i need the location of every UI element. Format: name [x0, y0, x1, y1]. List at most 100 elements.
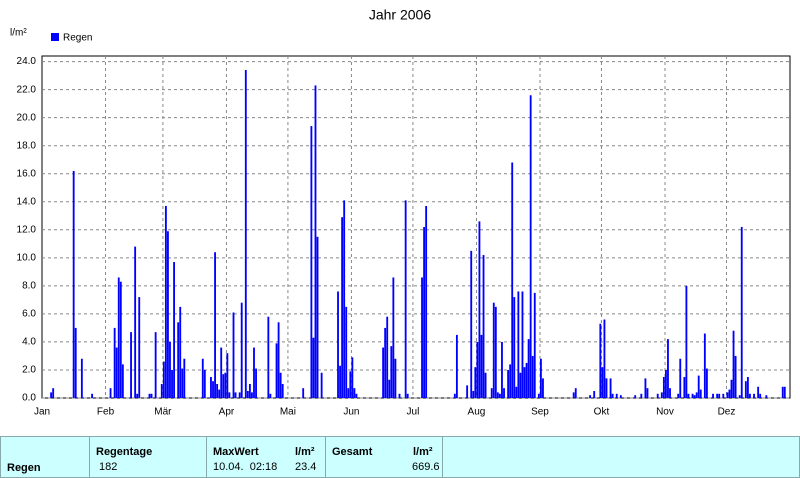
- y-tick-label: 16.0: [17, 168, 37, 179]
- bar: [398, 393, 401, 398]
- bar: [320, 372, 323, 398]
- bar: [611, 393, 614, 398]
- bar: [251, 392, 253, 398]
- bar: [718, 393, 721, 398]
- bar: [740, 227, 743, 398]
- bar: [527, 339, 530, 398]
- bar: [421, 277, 423, 398]
- row-label: Regen: [7, 462, 41, 474]
- bar: [470, 250, 473, 398]
- bar: [757, 386, 760, 398]
- y-tick-label: 18.0: [17, 140, 37, 151]
- bar: [183, 358, 186, 398]
- bar: [117, 277, 120, 398]
- bar: [224, 372, 227, 398]
- cell: 669.6: [412, 461, 440, 473]
- bar: [738, 395, 741, 398]
- plot-frame: [41, 55, 791, 399]
- bar: [154, 332, 157, 398]
- bar: [693, 395, 696, 398]
- bar: [218, 389, 221, 398]
- bar: [712, 393, 714, 398]
- bar: [783, 386, 786, 398]
- bar: [599, 323, 602, 398]
- bar: [574, 388, 577, 398]
- bar: [496, 392, 499, 398]
- chart: Jahr 2006 l/m² Regen 0.0 2.0 4.0 6.0 8.0 10.0…: [10, 7, 791, 418]
- bar: [404, 200, 407, 398]
- bar: [353, 388, 356, 398]
- bar: [384, 327, 387, 398]
- divider: [206, 437, 207, 477]
- x-tick-label: Sep: [531, 407, 549, 418]
- bar: [164, 205, 167, 398]
- bar: [339, 365, 341, 398]
- bar: [646, 388, 649, 398]
- divider: [442, 437, 443, 477]
- x-tick-label: Jun: [343, 407, 359, 418]
- bar: [601, 367, 604, 398]
- bar: [503, 388, 505, 398]
- bar: [753, 393, 755, 398]
- legend-swatch: [51, 33, 59, 41]
- cell: 182: [99, 461, 118, 473]
- bar: [705, 368, 708, 398]
- x-tick-label: Okt: [594, 407, 610, 418]
- bar: [244, 70, 247, 399]
- bar: [281, 383, 284, 398]
- bar: [603, 319, 606, 398]
- bar: [240, 302, 243, 398]
- y-axis-label: l/m²: [10, 28, 27, 39]
- bar: [474, 367, 477, 398]
- bar: [683, 376, 686, 398]
- bar: [537, 393, 540, 398]
- bar: [515, 386, 518, 398]
- bar: [529, 95, 532, 398]
- header: MaxWert: [213, 446, 259, 458]
- bar: [314, 85, 317, 399]
- bar: [214, 252, 216, 398]
- bar: [162, 361, 165, 398]
- bar: [212, 381, 214, 398]
- bar: [312, 337, 315, 398]
- bar: [150, 393, 153, 398]
- bar: [337, 291, 339, 398]
- x-tick-label: Dez: [718, 407, 736, 418]
- header: l/m²: [413, 446, 433, 458]
- bar: [697, 375, 700, 398]
- bar: [687, 393, 690, 398]
- bar: [248, 383, 251, 398]
- x-tick-label: Mai: [280, 407, 296, 418]
- bar: [388, 379, 391, 398]
- y-tick-label: 2.0: [22, 365, 36, 376]
- bar: [660, 392, 663, 398]
- bar: [238, 392, 241, 398]
- bar: [732, 330, 735, 398]
- bar: [113, 327, 116, 398]
- bar: [52, 388, 55, 398]
- bar: [167, 231, 169, 398]
- bar: [615, 393, 618, 398]
- bar: [619, 395, 622, 398]
- bar: [513, 297, 516, 398]
- bar: [507, 369, 510, 398]
- bar: [734, 355, 737, 398]
- y-tick-label: 0.0: [22, 393, 36, 404]
- bar: [382, 347, 385, 398]
- bar: [644, 378, 647, 398]
- bar: [482, 255, 485, 398]
- bar: [759, 393, 762, 398]
- bar: [349, 371, 352, 398]
- bar: [716, 393, 719, 398]
- bar: [765, 395, 768, 398]
- bar: [664, 369, 667, 398]
- bar: [679, 358, 682, 398]
- bar: [201, 358, 204, 398]
- bar: [484, 372, 487, 398]
- bar: [181, 368, 184, 398]
- y-tick-label: 10.0: [17, 252, 37, 263]
- bar: [685, 285, 688, 398]
- bar: [523, 367, 526, 398]
- bar: [656, 393, 659, 398]
